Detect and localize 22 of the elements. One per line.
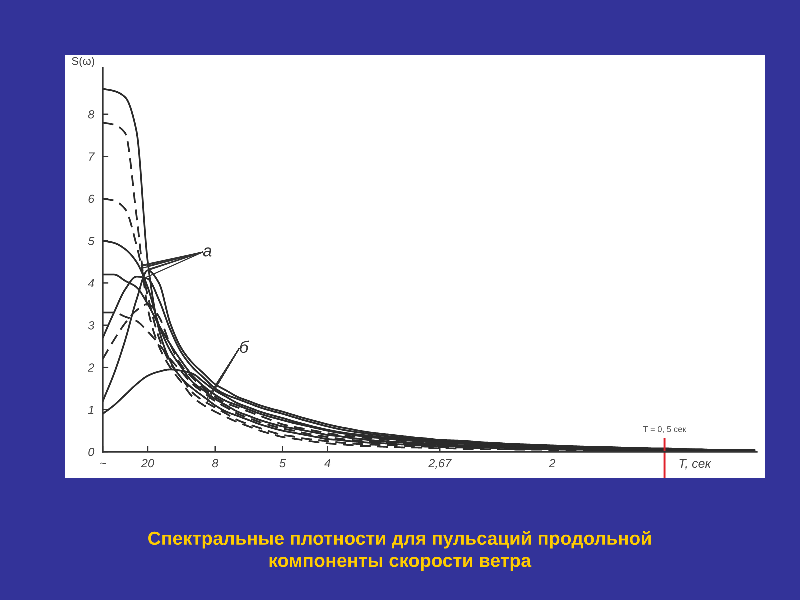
y-tick-label: 4 (88, 279, 94, 288)
x-axis-title: T, сек (680, 459, 712, 470)
x-tick-label: 8 (212, 459, 219, 468)
x-tick-label: ~ (100, 462, 106, 464)
y-tick-label: 6 (88, 194, 95, 204)
annotation: T = 0, 5 сек (643, 426, 686, 434)
y-tick-label: 0 (88, 448, 95, 456)
annotation: а (203, 248, 212, 257)
y-tick-label: 3 (88, 321, 95, 330)
annotation: б (240, 340, 250, 354)
text: Спектральные плотности для пульсаций продольной компоненты скорости ветра (148, 530, 651, 572)
y-axis-title: S(ω) (72, 57, 94, 68)
x-tick-label: 20 (141, 459, 154, 468)
x-tick-label: 2,67 (428, 459, 452, 470)
x-tick-label: 5 (280, 459, 286, 468)
x-tick-label: 4 (324, 459, 331, 468)
x-tick-label: 2 (549, 459, 556, 468)
y-tick-label: 8 (88, 110, 95, 119)
y-tick-label: 7 (89, 152, 96, 161)
y-tick-label: 1 (88, 406, 94, 414)
y-tick-label: 5 (88, 237, 95, 246)
y-tick-label: 2 (88, 364, 94, 372)
